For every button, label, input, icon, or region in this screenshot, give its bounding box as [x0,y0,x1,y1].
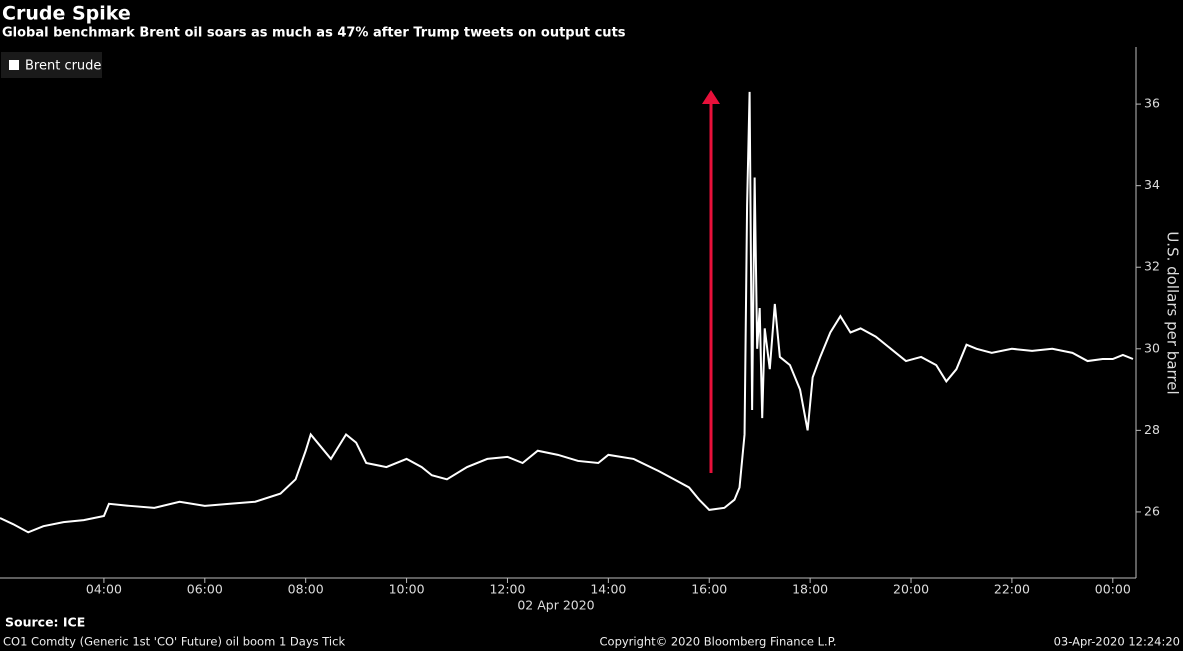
y-tick-label: 26 [1144,503,1160,518]
footer-left: CO1 Comdty (Generic 1st 'CO' Future) oil… [3,635,345,649]
x-tick-label: 10:00 [389,582,425,597]
x-tick-label: 20:00 [893,582,929,597]
y-tick-label: 36 [1144,96,1160,111]
y-tick-label: 28 [1144,422,1160,437]
price-line [0,91,1134,534]
x-tick-label: 00:00 [1095,582,1131,597]
y-tick-label: 30 [1144,340,1160,355]
footer-center: Copyright© 2020 Bloomberg Finance L.P. [600,635,837,649]
arrow-head [702,90,720,104]
chart-subtitle: Global benchmark Brent oil soars as much… [2,26,626,41]
x-tick-label: 06:00 [187,582,223,597]
footer-right: 03-Apr-2020 12:24:20 [1054,635,1180,649]
y-tick-label: 32 [1144,259,1160,274]
x-tick-label: 08:00 [288,582,324,597]
y-tick-label: 34 [1144,177,1160,192]
x-tick-label: 22:00 [994,582,1030,597]
x-tick-label: 04:00 [86,582,122,597]
x-tick-label: 12:00 [489,582,525,597]
x-tick-label: 16:00 [691,582,727,597]
source: Source: ICE [5,615,85,630]
x-tick-label: 18:00 [792,582,828,597]
x-date-label: 02 Apr 2020 [517,598,594,613]
chart-title: Crude Spike [2,3,131,25]
legend-label: Brent crude [25,59,101,74]
x-tick-label: 14:00 [590,582,626,597]
legend-swatch [9,60,19,70]
y-axis-label: U.S. dollars per barrel [1164,231,1182,394]
legend: Brent crude [1,52,102,78]
